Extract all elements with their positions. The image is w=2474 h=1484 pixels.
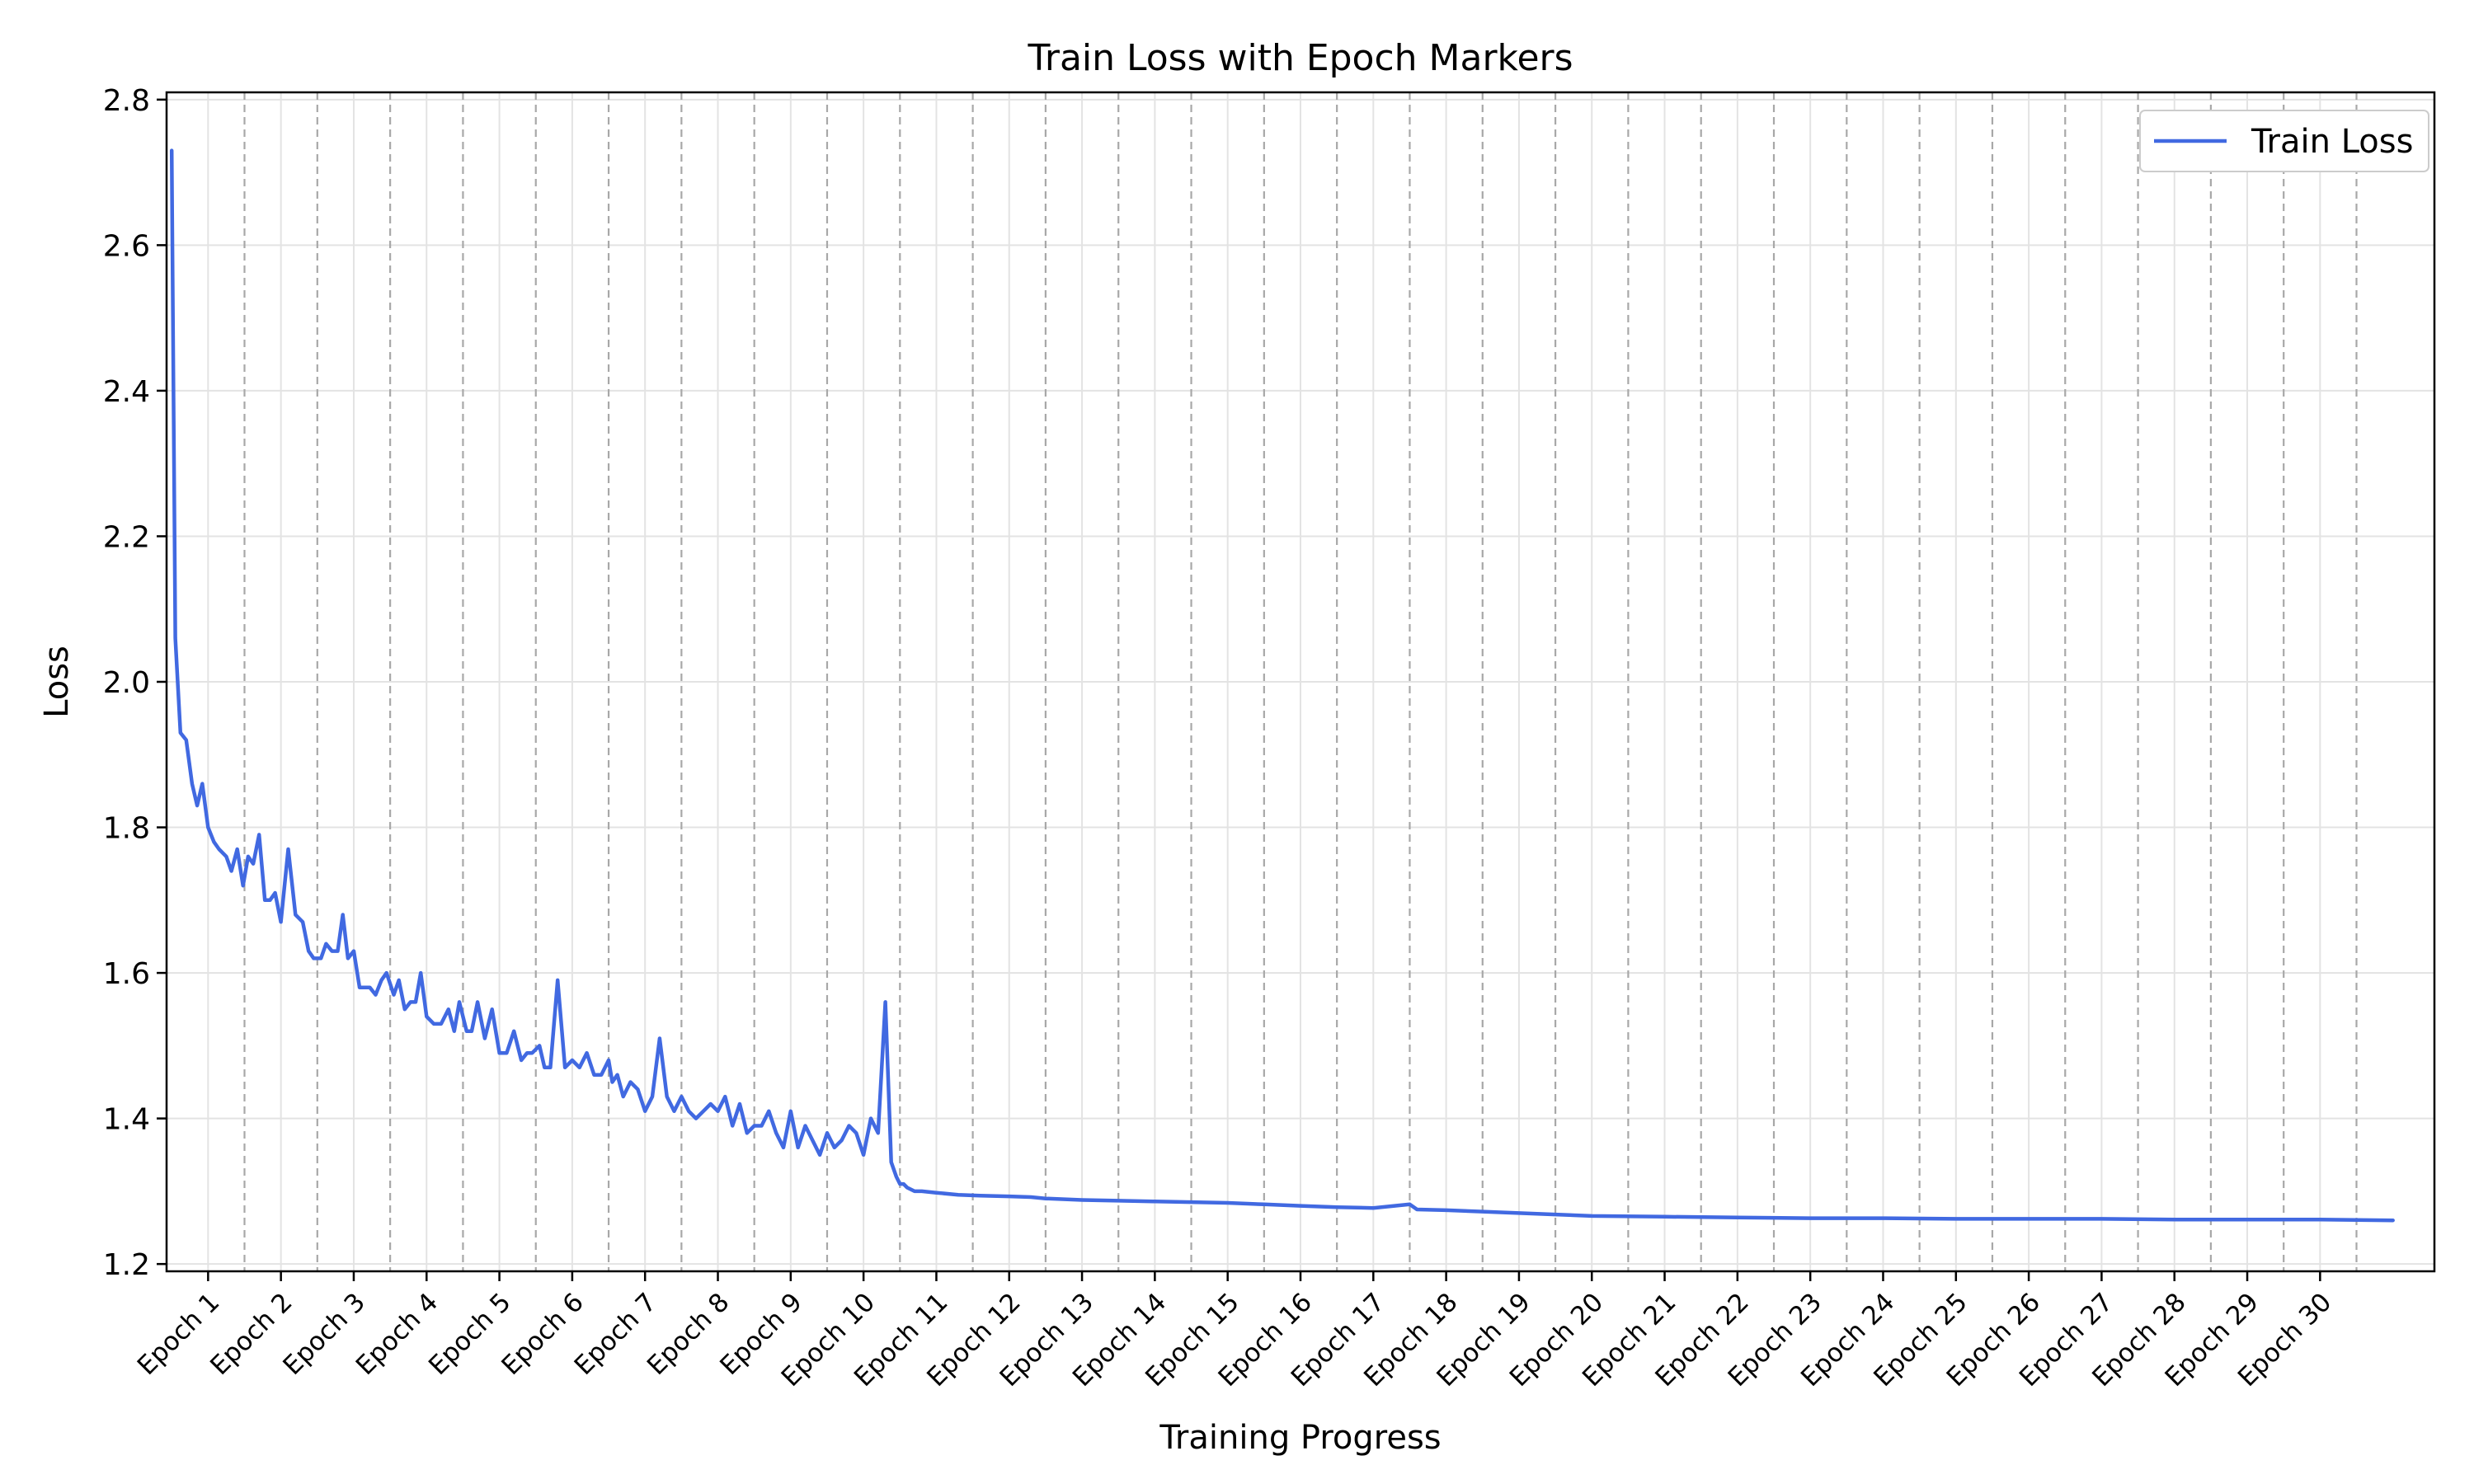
y-tick-label: 1.8 <box>103 812 150 846</box>
chart-title: Train Loss with Epoch Markers <box>1027 37 1573 79</box>
y-tick-label: 2.0 <box>103 666 150 700</box>
grid <box>167 92 2434 1271</box>
legend: Train Loss <box>2139 110 2429 172</box>
epoch-boundary-lines <box>243 92 2358 1271</box>
y-axis: 1.2 1.4 1.6 1.8 2.0 2.2 2.4 2.6 2.8 <box>103 84 167 1282</box>
y-tick-label: 1.6 <box>103 957 150 991</box>
y-tick-label: 2.6 <box>103 229 150 263</box>
x-axis-label: Training Progress <box>1159 1419 1441 1457</box>
legend-box <box>2139 110 2429 172</box>
y-tick-label: 2.2 <box>103 520 150 554</box>
y-tick-label: 2.8 <box>103 84 150 118</box>
y-tick-label: 1.4 <box>103 1103 150 1137</box>
y-axis-label: Loss <box>38 646 76 718</box>
y-tick-label: 1.2 <box>103 1248 150 1282</box>
series-line-train-loss <box>169 148 2395 1223</box>
series-layer <box>169 148 2395 1223</box>
y-tick-label: 2.4 <box>103 375 150 409</box>
legend-label-train-loss: Train Loss <box>2251 123 2413 161</box>
